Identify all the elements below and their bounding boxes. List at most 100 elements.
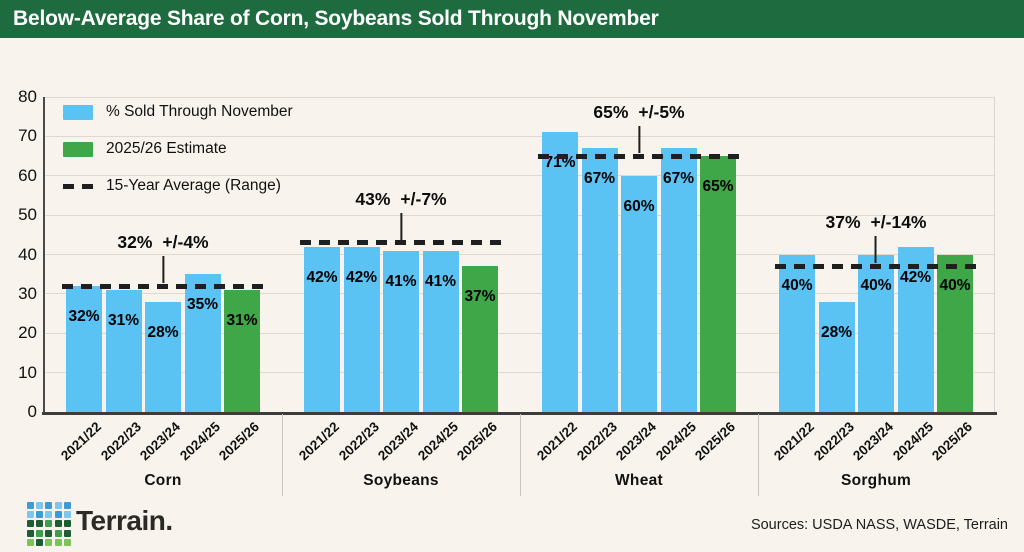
x-tick-label: 2022/23	[810, 419, 857, 464]
bar-soybeans-2022/23: 42%	[343, 246, 380, 412]
x-tick-label: 2022/23	[97, 419, 144, 464]
logo-pixel	[36, 502, 44, 509]
bar-soybeans-2025/26: 37%	[462, 266, 498, 412]
plot-area: 32% 31% 28% 35% 31% 32% +/-4% 42% 42% 41% 41% 37% 43…	[42, 96, 997, 415]
bar-wheat-2021/22: 71%	[542, 132, 578, 412]
bar-value-label: 40%	[781, 276, 813, 294]
x-tick-label: 2021/22	[534, 419, 581, 464]
average-annotation: 65% +/-5%	[593, 102, 685, 154]
bar-wheat-2022/23: 67%	[581, 148, 618, 412]
average-annotation: 37% +/-14%	[825, 212, 927, 264]
bar-value-label: 42%	[306, 268, 338, 286]
group-separator	[757, 414, 759, 496]
x-tick-label: 2025/26	[692, 419, 739, 464]
x-tick-label: 2024/25	[652, 419, 699, 464]
logo-pixel	[54, 520, 62, 528]
bar-value-label: 32%	[68, 308, 100, 325]
bar-wheat-2023/24: 60%	[621, 175, 657, 412]
bar-sorghum-2021/22: 40%	[779, 254, 815, 412]
average-annotation: 43% +/-7%	[355, 188, 447, 240]
terrain-logo-icon	[27, 502, 71, 546]
x-tick-label: 2025/26	[454, 419, 501, 464]
bar-value-label: 67%	[583, 170, 616, 188]
bar-soybeans-2021/22: 42%	[304, 246, 340, 412]
y-tick-label: 20	[18, 323, 37, 343]
y-tick-label: 40	[18, 244, 37, 264]
green-swatch-icon	[63, 141, 93, 157]
logo-pixel	[63, 520, 71, 528]
logo-pixel	[27, 520, 34, 528]
x-tick-label: 2023/24	[850, 419, 897, 464]
average-annotation-text: 37% +/-14%	[825, 212, 927, 233]
bar-value-label: 41%	[385, 272, 417, 290]
bar-value-label: 28%	[147, 323, 179, 341]
page-title: Below-Average Share of Corn, Soybeans So…	[13, 7, 659, 30]
bar-corn-2021/22: 32%	[66, 286, 102, 412]
x-tick-label: 2024/25	[176, 419, 223, 464]
average-annotation-text: 43% +/-7%	[355, 188, 447, 209]
legend-label: 15-Year Average (Range)	[106, 177, 281, 194]
bar-group-soybeans: 42% 42% 41% 41% 37% 43% +/-7%	[300, 97, 502, 412]
group-label-wheat: Wheat	[615, 472, 663, 489]
annotation-pointer-line	[161, 256, 164, 283]
bar-group-corn: 32% 31% 28% 35% 31% 32% +/-4%	[62, 97, 264, 412]
annotation-pointer-line	[399, 212, 402, 240]
bar-value-label: 41%	[424, 272, 457, 290]
average-dashed-line	[775, 263, 977, 269]
logo-pixel	[27, 529, 34, 537]
bar-value-label: 65%	[702, 178, 734, 196]
x-tick-label: 2023/24	[137, 419, 184, 464]
x-tick-label: 2021/22	[296, 419, 343, 464]
bar-sorghum-2024/25: 42%	[897, 246, 934, 412]
bar-value-label: 42%	[345, 268, 378, 286]
bar-soybeans-2023/24: 41%	[383, 250, 419, 412]
bar-corn-2025/26: 31%	[224, 289, 260, 412]
logo-pixel	[63, 502, 71, 509]
gridline	[45, 135, 994, 137]
bar-value-label: 31%	[107, 311, 140, 329]
x-tick-label: 2025/26	[929, 419, 976, 464]
logo-pixel	[54, 502, 62, 509]
y-tick-label: 0	[27, 402, 37, 421]
logo-pixel	[45, 511, 53, 519]
bar-corn-2023/24: 28%	[145, 301, 181, 412]
bar-sorghum-2023/24: 40%	[858, 254, 894, 412]
annotation-pointer-line	[875, 236, 877, 264]
gridline	[45, 175, 994, 177]
logo-pixel	[54, 511, 62, 519]
legend-item-average: 15-Year Average (Range)	[63, 177, 293, 194]
x-tick-label: 2025/26	[216, 419, 263, 464]
logo-pixel	[27, 511, 34, 519]
logo-pixel	[63, 529, 71, 537]
bar-corn-2024/25: 35%	[184, 274, 221, 412]
x-tick-label: 2022/23	[573, 419, 620, 464]
bar-corn-2022/23: 31%	[105, 289, 142, 412]
logo-pixel	[63, 511, 71, 519]
gridline	[45, 332, 994, 334]
brand-text: Terrain.	[76, 505, 173, 536]
annotation-pointer-line	[637, 126, 640, 154]
logo-pixel	[36, 511, 44, 519]
bar-value-label: 67%	[662, 170, 695, 188]
bar-wheat-2024/25: 67%	[660, 148, 697, 412]
bar-value-label: 28%	[820, 323, 853, 341]
bar-value-label: 42%	[899, 268, 932, 286]
group-separator	[282, 414, 283, 496]
x-tick-label: 2023/24	[613, 419, 660, 464]
y-axis-labels: 0 10 20 30 40 50 60 70 80	[0, 88, 39, 421]
logo-pixel	[45, 502, 53, 509]
logo-pixel	[63, 538, 71, 546]
bar-sorghum-2022/23: 28%	[818, 301, 855, 412]
bar-value-label: 40%	[939, 276, 971, 294]
logo-pixel	[54, 529, 62, 537]
logo-pixel	[54, 538, 62, 546]
average-dashed-line	[300, 240, 502, 246]
x-tick-label: 2024/25	[414, 419, 461, 464]
y-axis	[43, 97, 45, 413]
average-dashed-line	[538, 153, 740, 159]
sources-text: Sources: USDA NASS, WASDE, Terrain	[750, 517, 1008, 533]
bar-group-sorghum: 40% 28% 40% 42% 40% 37% +/-14%	[775, 97, 977, 412]
logo-pixel	[36, 520, 44, 528]
bar-value-label: 35%	[186, 296, 219, 314]
bar-wheat-2025/26: 65%	[700, 156, 736, 412]
